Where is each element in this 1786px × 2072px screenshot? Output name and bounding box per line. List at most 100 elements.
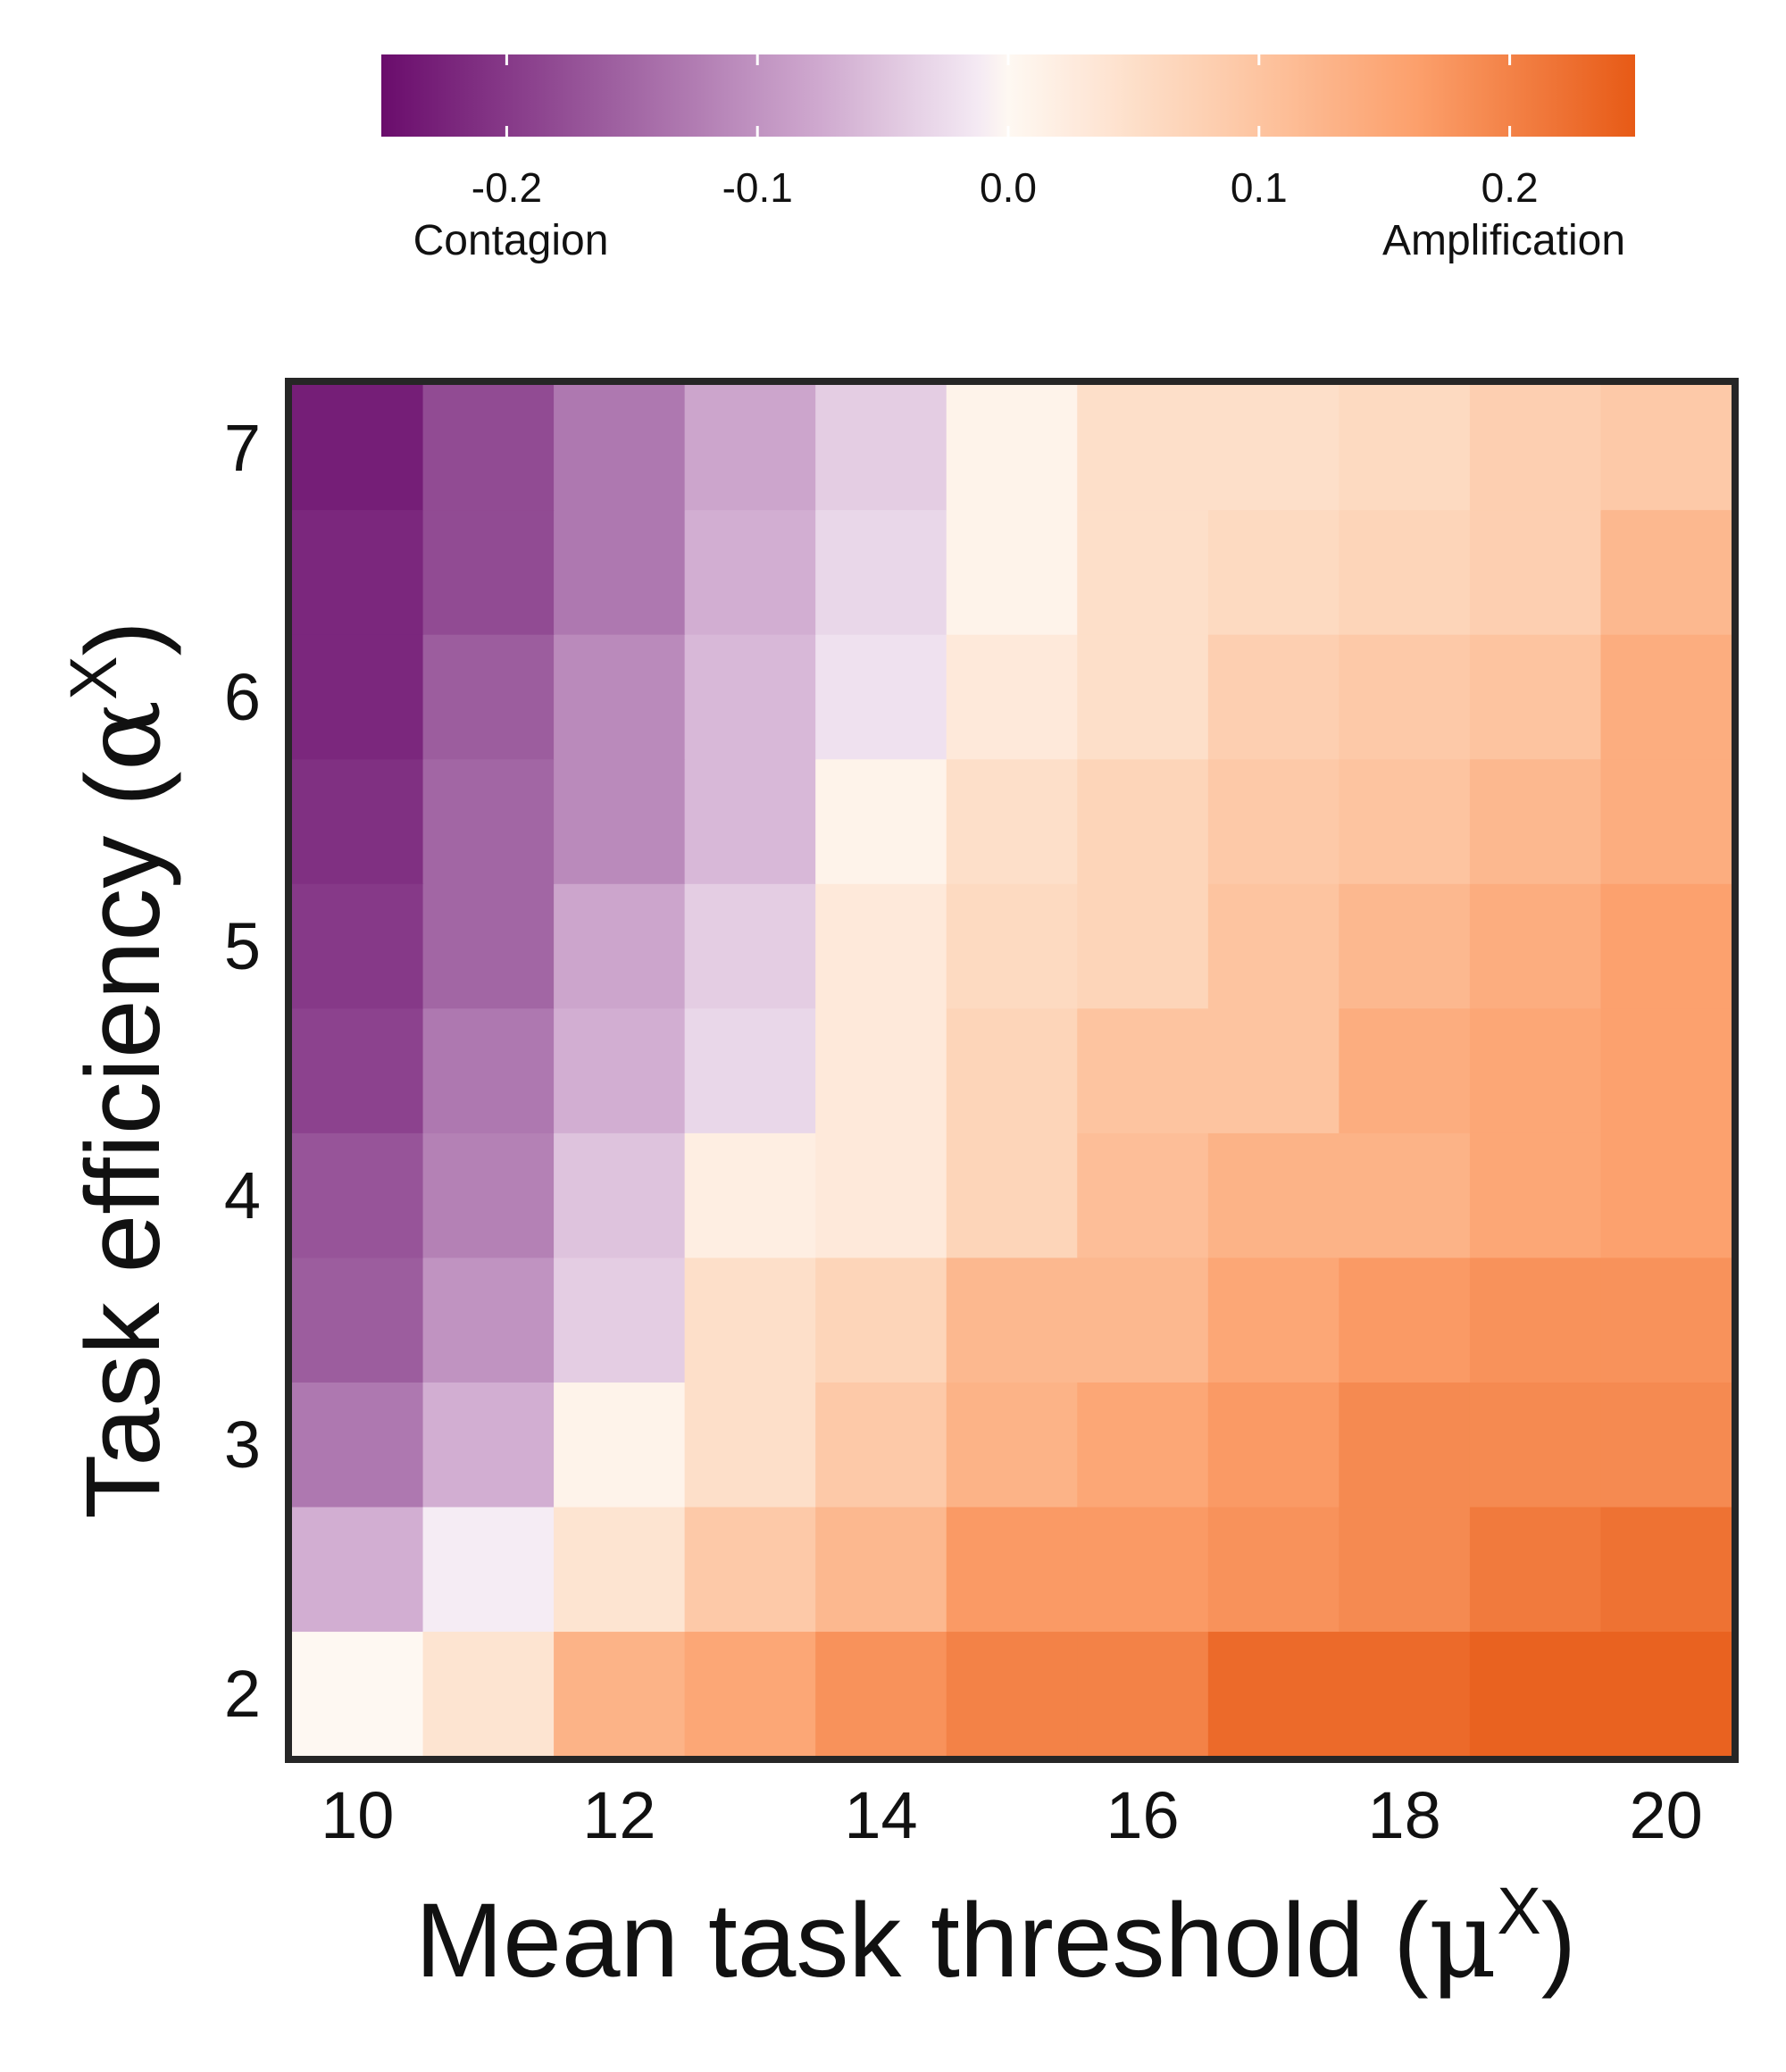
- heatmap-cell: [1339, 1132, 1471, 1258]
- heatmap-cell: [684, 1132, 816, 1258]
- colorbar-tick-label: -0.1: [722, 164, 793, 211]
- heatmap-cell: [815, 1257, 947, 1383]
- heatmap-cell: [1339, 385, 1471, 511]
- heatmap-cell: [1207, 509, 1340, 635]
- heatmap-cell: [1339, 509, 1471, 635]
- x-axis-title: Mean task threshold (μX): [415, 1874, 1576, 2001]
- colorbar-right-label: Amplification: [1382, 217, 1625, 264]
- heatmap-cell: [1469, 385, 1602, 511]
- y-axis-title: Task efficiency (αX): [56, 621, 184, 1519]
- heatmap-cell: [292, 758, 424, 884]
- y-tick-label: 7: [224, 411, 261, 485]
- heatmap-cell: [292, 385, 424, 511]
- x-axis-ticks: 10 12 14 16 18 20: [321, 1778, 1703, 1852]
- heatmap-cell: [422, 883, 555, 1009]
- heatmap-cell: [1207, 1382, 1340, 1508]
- heatmap-cell: [815, 1506, 947, 1633]
- heatmap-cell: [1469, 1506, 1602, 1633]
- heatmap-cells: [292, 385, 1732, 1757]
- heatmap-cell: [684, 758, 816, 884]
- heatmap-cell: [946, 1506, 1078, 1633]
- heatmap-cell: [1600, 1631, 1732, 1757]
- heatmap-cell: [946, 385, 1078, 511]
- heatmap-cell: [1600, 1382, 1732, 1508]
- heatmap-cell: [554, 634, 686, 760]
- heatmap-cell: [422, 385, 555, 511]
- heatmap-cell: [554, 883, 686, 1009]
- heatmap-cell: [1207, 1257, 1340, 1383]
- x-tick-label: 20: [1630, 1778, 1703, 1852]
- heatmap-cell: [1077, 1132, 1209, 1258]
- heatmap-cell: [815, 509, 947, 635]
- heatmap-cell: [684, 634, 816, 760]
- heatmap-cell: [1207, 385, 1340, 511]
- heatmap-cell: [422, 509, 555, 635]
- heatmap-cell: [1077, 385, 1209, 511]
- heatmap-cell: [1207, 1506, 1340, 1633]
- heatmap-cell: [1600, 1132, 1732, 1258]
- heatmap-cell: [946, 883, 1078, 1009]
- heatmap-cell: [946, 1007, 1078, 1133]
- heatmap-cell: [946, 758, 1078, 884]
- y-axis-close-paren: ): [64, 621, 182, 656]
- heatmap-cell: [422, 634, 555, 760]
- heatmap-cell: [1077, 883, 1209, 1009]
- heatmap-cell: [1207, 883, 1340, 1009]
- heatmap-cell: [815, 1631, 947, 1757]
- heatmap-cell: [422, 1132, 555, 1258]
- heatmap-cell: [1339, 758, 1471, 884]
- heatmap-cell: [684, 1506, 816, 1633]
- heatmap-cell: [554, 1382, 686, 1508]
- heatmap-cell: [554, 1506, 686, 1633]
- heatmap-cell: [1339, 1257, 1471, 1383]
- heatmap-cell: [1600, 1506, 1732, 1633]
- heatmap-cell: [1469, 883, 1602, 1009]
- heatmap-cell: [1077, 1382, 1209, 1508]
- x-axis-open-paren: (: [1365, 1882, 1429, 2000]
- heatmap-cell: [554, 385, 686, 511]
- heatmap-cell: [1600, 1257, 1732, 1383]
- heatmap-cell: [1469, 634, 1602, 760]
- heatmap-cell: [1077, 1257, 1209, 1383]
- heatmap-cell: [292, 883, 424, 1009]
- y-tick-label: 3: [224, 1408, 261, 1482]
- colorbar-tick-label: -0.2: [472, 164, 542, 211]
- colorbar-ticks: -0.2 -0.1 0.0 0.1 0.2: [472, 54, 1539, 211]
- heatmap-cell: [815, 883, 947, 1009]
- heatmap-cell: [554, 1257, 686, 1383]
- heatmap-cell: [1469, 1007, 1602, 1133]
- heatmap-cell: [684, 509, 816, 635]
- heatmap-cell: [1077, 758, 1209, 884]
- heatmap-cell: [422, 758, 555, 884]
- heatmap-cell: [946, 1631, 1078, 1757]
- colorbar-left-label: Contagion: [413, 217, 609, 264]
- x-axis-symbol: μ: [1429, 1878, 1498, 2001]
- heatmap-cell: [554, 1631, 686, 1757]
- x-axis-close-paren: ): [1541, 1882, 1576, 2000]
- heatmap-cell: [1077, 1007, 1209, 1133]
- heatmap-cell: [1339, 1506, 1471, 1633]
- y-axis-symbol: α: [61, 700, 184, 772]
- heatmap-cell: [292, 1506, 424, 1633]
- heatmap-cell: [292, 1007, 424, 1133]
- heatmap-cell: [422, 1382, 555, 1508]
- colorbar-tick-label: 0.1: [1231, 164, 1288, 211]
- heatmap-cell: [1077, 634, 1209, 760]
- y-axis-superscript: X: [56, 656, 130, 700]
- heatmap-cell: [684, 385, 816, 511]
- x-tick-label: 14: [844, 1778, 917, 1852]
- colorbar-tick-label: 0.2: [1481, 164, 1539, 211]
- x-tick-label: 18: [1367, 1778, 1440, 1852]
- colorbar: -0.2 -0.1 0.0 0.1 0.2 Contagion Amplificatio…: [381, 54, 1635, 264]
- heatmap-cell: [684, 1257, 816, 1383]
- colorbar-tick-label: 0.0: [980, 164, 1037, 211]
- heatmap-cell: [1469, 758, 1602, 884]
- x-tick-label: 16: [1106, 1778, 1179, 1852]
- heatmap-cell: [946, 1382, 1078, 1508]
- heatmap-cell: [1339, 1382, 1471, 1508]
- heatmap-cell: [1339, 1007, 1471, 1133]
- heatmap-cell: [1339, 883, 1471, 1009]
- heatmap-cell: [684, 883, 816, 1009]
- y-axis-ticks: 2 3 4 5 6 7: [224, 411, 261, 1731]
- heatmap-cell: [1469, 1257, 1602, 1383]
